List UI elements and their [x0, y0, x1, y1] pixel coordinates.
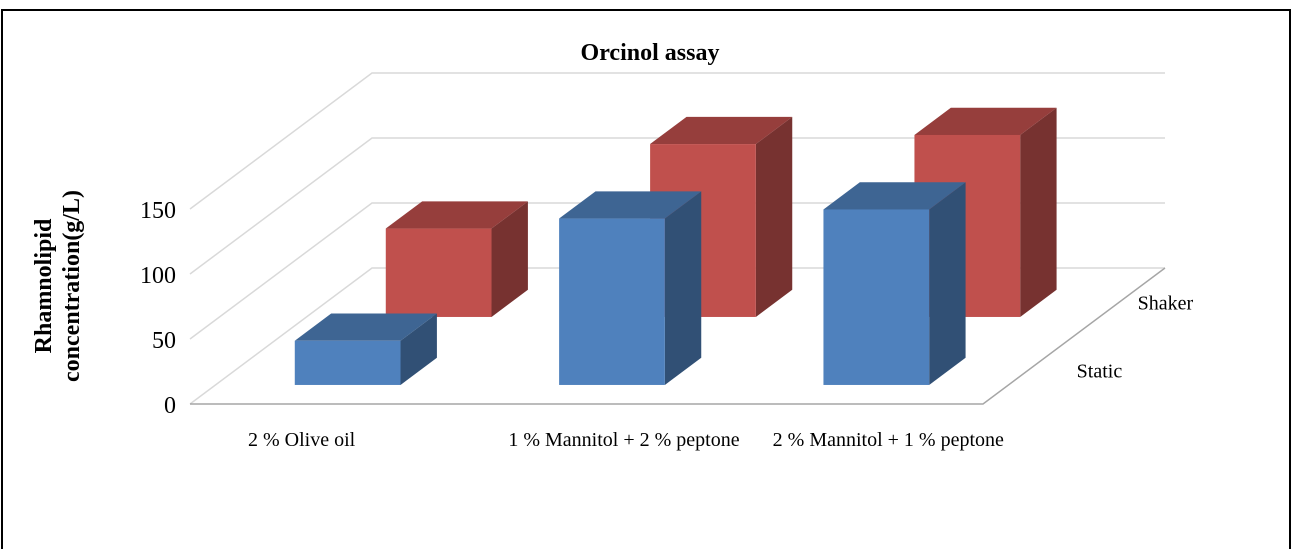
x-tick-label: 2 % Mannitol + 1 % peptone [772, 429, 1004, 451]
bar-side [400, 313, 437, 385]
floor [190, 267, 1166, 405]
bar-top [559, 191, 702, 219]
bar-top [650, 116, 793, 145]
y-tick-label: 50 [152, 328, 176, 354]
y-tick-label: 0 [164, 393, 176, 419]
bar-side [664, 191, 702, 385]
bar-top [385, 201, 528, 229]
series-label: Shaker [1138, 292, 1194, 314]
bar [823, 209, 930, 385]
y-tick-label: 100 [140, 263, 176, 289]
y-axis-label: Rhamnolipid concentration(g/L) [31, 190, 85, 382]
x-tick-label: 1 % Mannitol + 2 % peptone [508, 429, 740, 451]
bar-top [914, 107, 1057, 135]
bar-top [294, 313, 437, 341]
series-label: Static [1077, 360, 1123, 382]
grid-line [189, 137, 1165, 275]
bar [559, 218, 665, 385]
frame [1, 9, 1291, 549]
x-tick-label: 2 % Olive oil [248, 429, 356, 451]
chart-title: Orcinol assay [581, 40, 720, 66]
bar-top [823, 182, 966, 210]
bar [294, 340, 401, 385]
bar-side [491, 201, 528, 317]
y-tick-label: 150 [140, 198, 176, 224]
bar-side [929, 182, 966, 385]
grid-line [189, 72, 1165, 210]
bar-side [1020, 107, 1057, 317]
bar-side [755, 116, 793, 317]
bar [385, 228, 492, 317]
